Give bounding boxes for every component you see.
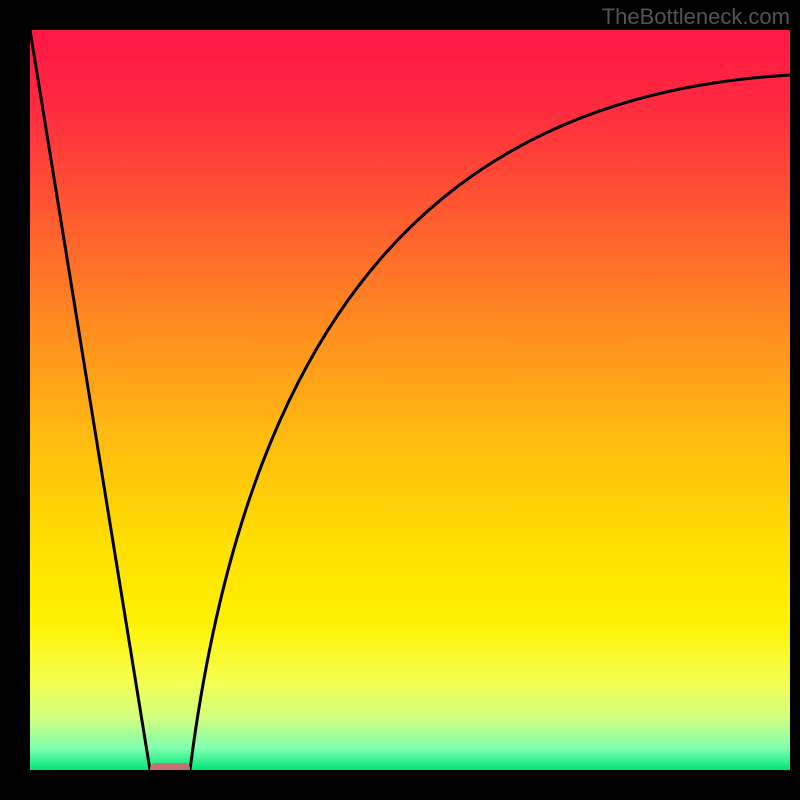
bottleneck-chart: TheBottleneck.com: [0, 0, 800, 800]
gradient-background: [30, 30, 790, 770]
watermark-text: TheBottleneck.com: [602, 4, 790, 29]
